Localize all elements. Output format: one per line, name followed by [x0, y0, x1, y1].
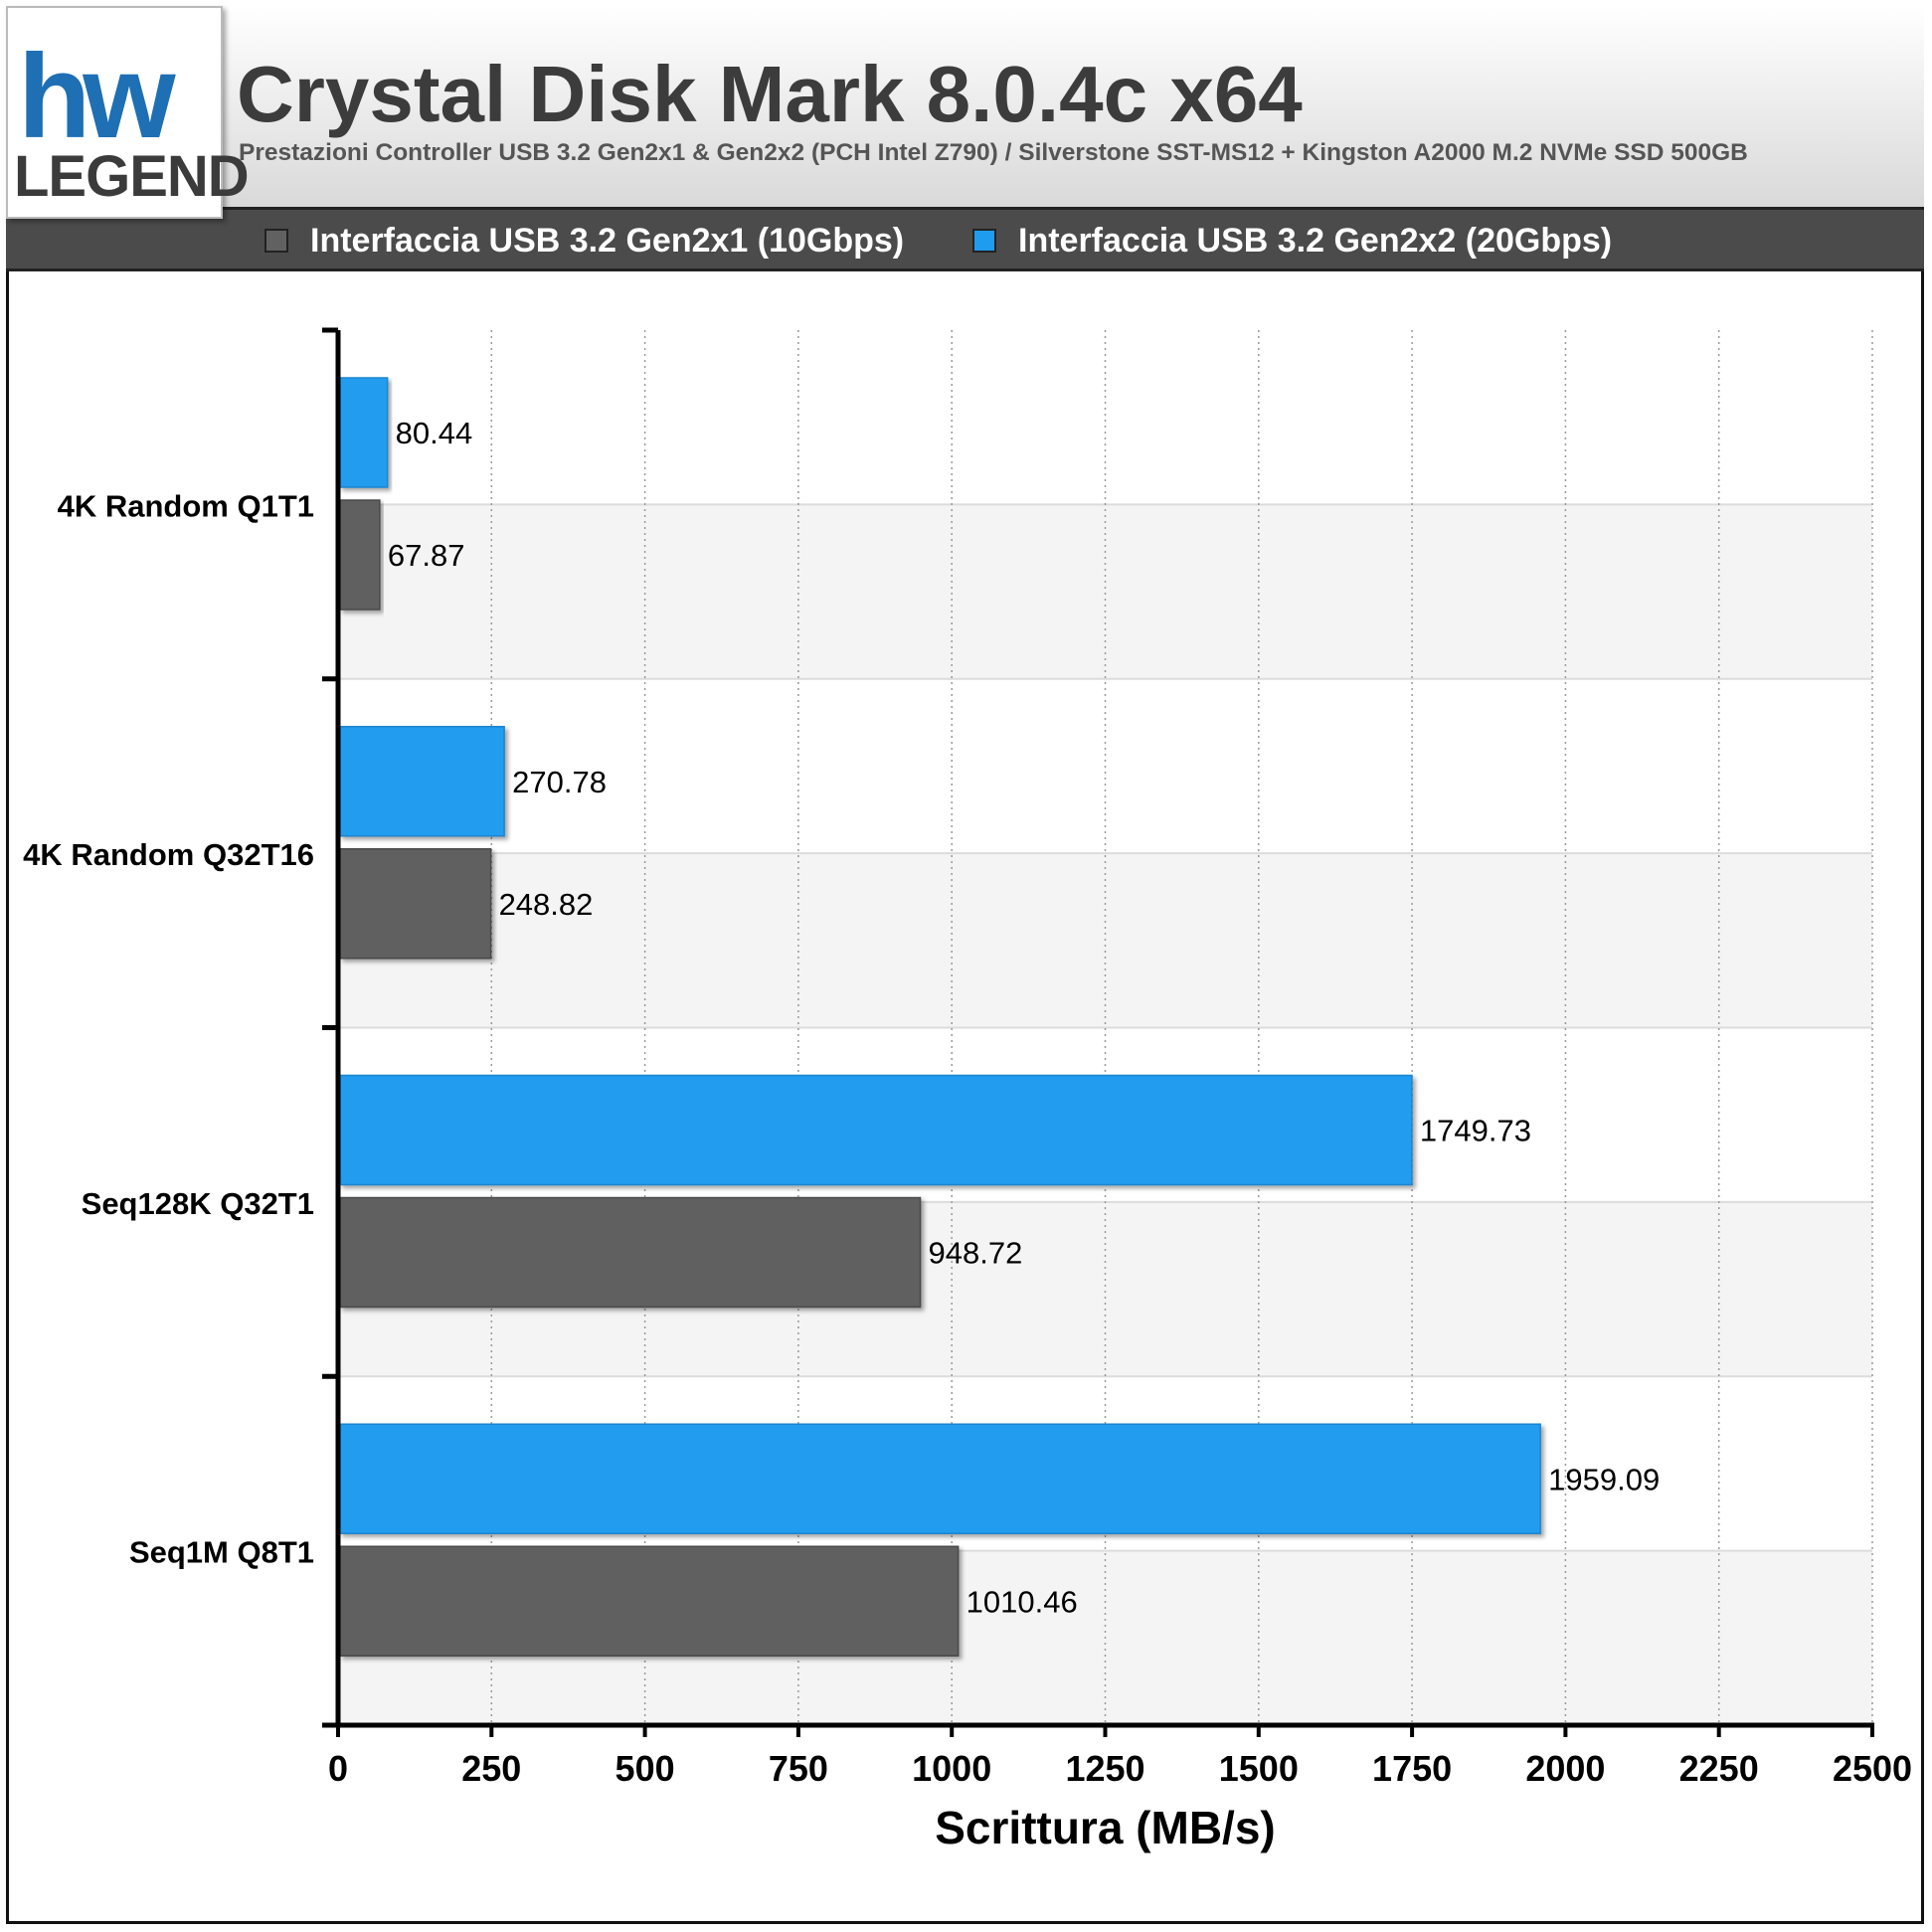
- x-tick-label: 250: [461, 1748, 521, 1789]
- chart-header: Crystal Disk Mark 8.0.4c x64 Prestazioni…: [6, 6, 1924, 210]
- bar-gen2x2: [339, 1423, 1541, 1534]
- chart-subtitle: Prestazioni Controller USB 3.2 Gen2x1 & …: [239, 139, 1748, 166]
- x-tick-label: 1000: [912, 1748, 991, 1789]
- bar-gen2x1: [339, 1545, 960, 1657]
- x-tick-label: 750: [769, 1748, 828, 1789]
- logo-wordmark: LEGEND: [14, 144, 250, 209]
- y-category-label: 4K Random Q32T16: [23, 837, 314, 872]
- x-tick-label: 1750: [1372, 1748, 1452, 1789]
- data-label: 270.78: [512, 765, 607, 799]
- bars: [339, 377, 1541, 1657]
- x-tick-label: 2500: [1833, 1748, 1912, 1789]
- legend-swatch-gen2x2: [972, 229, 996, 253]
- x-tick-label: 2250: [1679, 1748, 1759, 1789]
- bar-gen2x2: [339, 726, 505, 837]
- x-tick-label: 2000: [1525, 1748, 1605, 1789]
- x-tick-label: 500: [615, 1748, 675, 1789]
- bar-gen2x1: [339, 499, 381, 611]
- bar-gen2x1: [339, 848, 492, 960]
- data-label: 1959.09: [1548, 1462, 1660, 1496]
- labels: 0 250 500 750 1000 1250 1500 1750 2000 2250 2500 4K…: [23, 416, 1912, 1853]
- bar-gen2x2: [339, 377, 389, 488]
- legend: Interfaccia USB 3.2 Gen2x1 (10Gbps) Inte…: [6, 210, 1924, 271]
- data-label: 67.87: [388, 538, 465, 573]
- data-label: 1749.73: [1420, 1114, 1531, 1148]
- legend-label-gen2x1: Interfaccia USB 3.2 Gen2x1 (10Gbps): [310, 221, 905, 260]
- y-category-label: Seq1M Q8T1: [129, 1535, 314, 1570]
- legend-swatch-gen2x1: [264, 229, 288, 253]
- logo-mark-icon: hw: [18, 30, 176, 163]
- legend-label-gen2x2: Interfaccia USB 3.2 Gen2x2 (20Gbps): [1018, 221, 1613, 260]
- legend-item-gen2x1: Interfaccia USB 3.2 Gen2x1 (10Gbps): [264, 210, 904, 271]
- bar-gen2x1: [339, 1196, 922, 1309]
- hwlegend-logo: hw LEGEND: [6, 6, 250, 219]
- chart-title: Crystal Disk Mark 8.0.4c x64: [237, 50, 1303, 138]
- data-label: 948.72: [929, 1236, 1023, 1271]
- data-label: 1010.46: [966, 1584, 1078, 1619]
- x-axis-title: Scrittura (MB/s): [935, 1802, 1275, 1853]
- axes: [322, 327, 1874, 1737]
- x-tick-label: 0: [328, 1748, 348, 1789]
- x-tick-label: 1250: [1065, 1748, 1144, 1789]
- legend-item-gen2x2: Interfaccia USB 3.2 Gen2x2 (20Gbps): [972, 210, 1612, 271]
- bar-gen2x2: [339, 1074, 1413, 1186]
- y-category-label: Seq128K Q32T1: [82, 1186, 314, 1221]
- y-category-label: 4K Random Q1T1: [58, 488, 314, 523]
- x-tick-label: 1500: [1219, 1748, 1299, 1789]
- data-label: 248.82: [499, 887, 594, 922]
- data-label: 80.44: [396, 416, 473, 450]
